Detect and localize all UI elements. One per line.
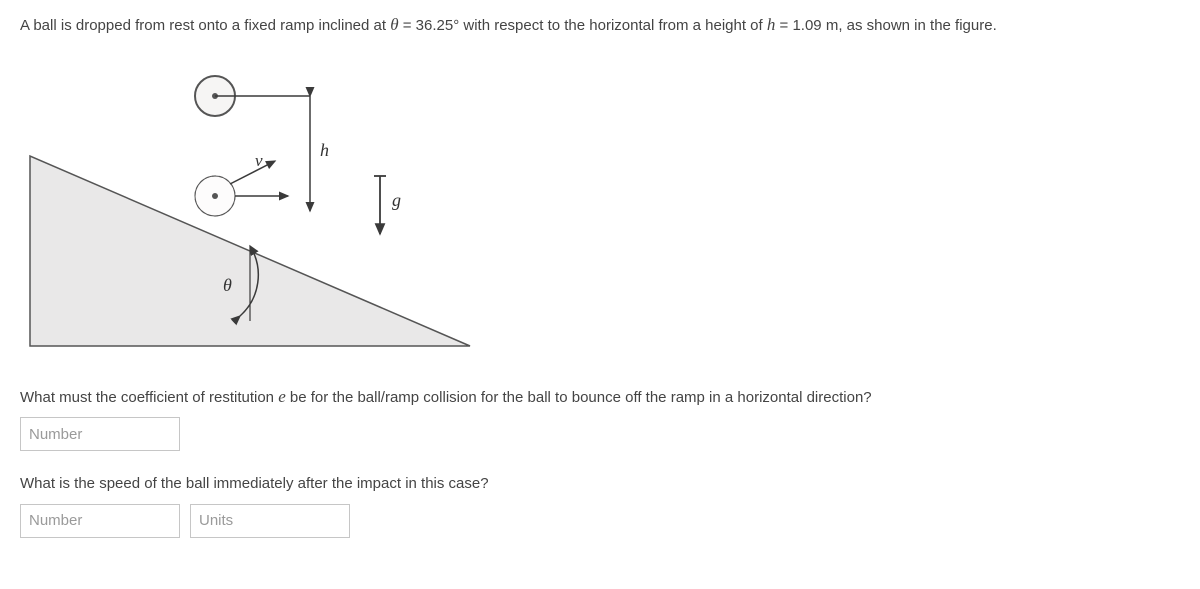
part1-inputs [20,417,1180,451]
theta-value: = 36.25° with respect to the horizontal … [403,17,767,34]
part1-prefix: What must the coefficient of restitution [20,389,278,406]
part2-question: What is the speed of the ball immediatel… [20,473,1180,496]
label-h: h [320,140,329,160]
part2-text: What is the speed of the ball immediatel… [20,475,489,492]
ball-impact-center [212,193,218,199]
velocity-arrow [230,161,275,184]
ramp-figure: h g v θ [20,56,480,356]
label-v: v [255,151,263,170]
question-prefix: A ball is dropped from rest onto a fixed… [20,17,390,34]
e-symbol: e [278,387,286,406]
part1-question: What must the coefficient of restitution… [20,384,1180,410]
question-intro: A ball is dropped from rest onto a fixed… [20,12,1180,38]
part2-number-input[interactable] [20,504,180,538]
h-value: = 1.09 m, as shown in the figure. [780,17,997,34]
part2-inputs [20,504,1180,538]
part1-suffix: be for the ball/ramp collision for the b… [290,389,872,406]
part2-units-input[interactable] [190,504,350,538]
label-g: g [392,190,401,210]
label-theta: θ [223,275,232,295]
part1-number-input[interactable] [20,417,180,451]
h-symbol: h [767,15,776,34]
theta-symbol: θ [390,15,398,34]
